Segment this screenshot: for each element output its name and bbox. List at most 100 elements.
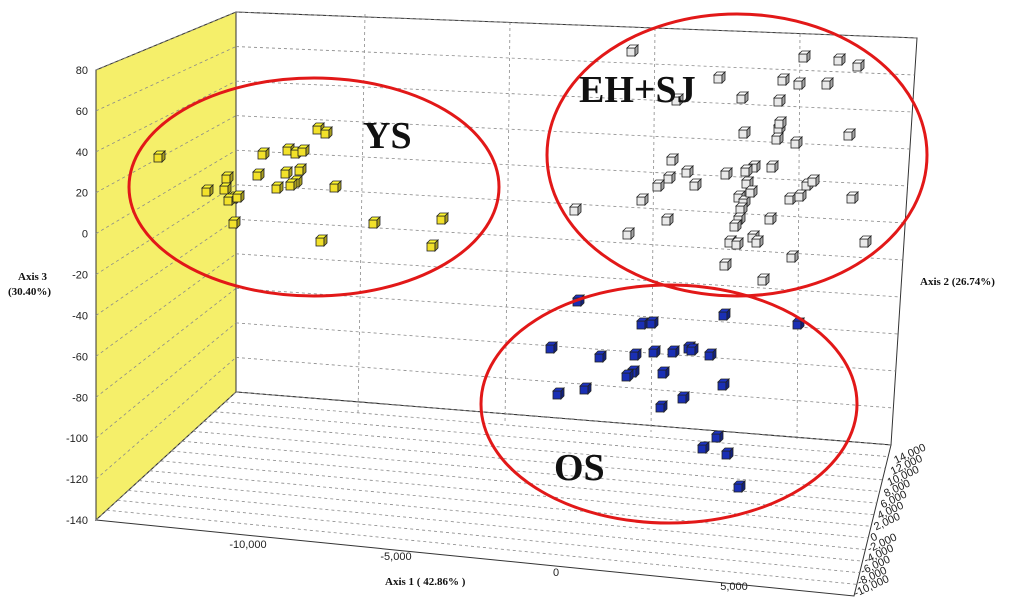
- x-axis-title: Axis 1 ( 42.86% ): [385, 576, 466, 588]
- ellipse-os: [479, 283, 859, 525]
- data-point-eh-sj: [729, 219, 742, 232]
- grid-line-floor: [225, 401, 889, 458]
- grid-line-left-wall: [95, 218, 237, 316]
- grid-line-floor: [139, 480, 866, 550]
- grid-line-left-wall: [95, 253, 237, 357]
- data-point-os: [711, 430, 724, 443]
- x-tick-label: 5,000: [720, 581, 748, 593]
- z-tick-label: -60: [72, 351, 88, 363]
- z-tick-label: 40: [76, 147, 88, 159]
- y-tick-label: 0: [869, 531, 880, 544]
- data-point-eh-sj: [569, 203, 582, 216]
- group-label-os: OS: [554, 447, 605, 489]
- x-tick-label: -5,000: [380, 551, 411, 563]
- data-point-os: [721, 447, 734, 460]
- z-tick-label: -140: [66, 515, 88, 527]
- data-point-ys: [436, 212, 449, 225]
- data-point-ys: [294, 163, 307, 176]
- grid-line-left-wall: [95, 80, 237, 153]
- z-tick-label: 0: [82, 229, 88, 241]
- data-point-eh-sj: [748, 160, 761, 173]
- z-tick-label: -40: [72, 310, 88, 322]
- data-point-os: [552, 387, 565, 400]
- data-point-eh-sj: [786, 250, 799, 263]
- data-point-eh-sj: [735, 202, 748, 215]
- data-point-eh-sj: [777, 73, 790, 86]
- data-point-eh-sj: [745, 185, 758, 198]
- data-point-eh-sj: [622, 227, 635, 240]
- grid-line-back-wall: [235, 184, 906, 224]
- data-point-ys: [219, 182, 232, 195]
- grid-line-left-wall: [95, 357, 237, 480]
- data-point-eh-sj: [757, 273, 770, 286]
- data-point-eh-sj: [793, 77, 806, 90]
- grid-line-left-wall: [95, 11, 237, 71]
- grid-line-floor: [117, 499, 860, 574]
- data-point-ys: [315, 234, 328, 247]
- data-point-eh-sj: [833, 53, 846, 66]
- data-point-ys: [252, 168, 265, 181]
- data-point-eh-sj: [852, 59, 865, 72]
- data-point-eh-sj: [666, 153, 679, 166]
- x-tick-label: -10,000: [229, 539, 266, 551]
- z-tick-label: -20: [72, 270, 88, 282]
- grid-line-back-wall: [235, 357, 894, 409]
- data-point-eh-sj: [766, 160, 779, 173]
- z-axis-title-line1: Axis 3: [18, 271, 48, 283]
- grid-line-back-wall: [235, 287, 899, 335]
- data-point-os: [646, 316, 659, 329]
- data-point-eh-sj: [719, 258, 732, 271]
- ellipse-ys: [127, 76, 501, 298]
- grid-line-back-wall: [235, 391, 892, 446]
- grid-line-left-wall: [95, 184, 237, 275]
- data-point-eh-sj: [738, 126, 751, 139]
- data-point-eh-sj: [661, 213, 674, 226]
- data-point-eh-sj: [736, 91, 749, 104]
- grid-line-left-wall: [95, 322, 237, 439]
- ellipse-eh-sj: [545, 12, 929, 298]
- data-point-ys: [426, 239, 439, 252]
- data-point-eh-sj: [794, 189, 807, 202]
- data-point-os: [621, 369, 634, 382]
- grid-line-floor: [149, 470, 869, 539]
- data-point-os: [718, 308, 731, 321]
- data-point-ys: [271, 181, 284, 194]
- z-tick-label: -120: [66, 474, 88, 486]
- data-point-os: [655, 400, 668, 413]
- data-point-ys: [368, 216, 381, 229]
- z-tick-label: 60: [76, 106, 88, 118]
- data-point-ys: [228, 216, 241, 229]
- data-point-eh-sj: [740, 164, 753, 177]
- grid-line-left-wall: [95, 46, 237, 112]
- data-point-eh-sj: [636, 193, 649, 206]
- grid-line-floor: [192, 430, 880, 492]
- data-point-eh-sj: [741, 176, 754, 189]
- data-point-os: [686, 343, 699, 356]
- grid-line-back-wall: [235, 115, 910, 150]
- data-point-os: [594, 350, 607, 363]
- data-point-eh-sj: [859, 235, 872, 248]
- data-point-eh-sj: [773, 94, 786, 107]
- data-point-eh-sj: [774, 116, 787, 129]
- data-point-os: [677, 391, 690, 404]
- data-point-eh-sj: [807, 174, 820, 187]
- data-point-ys: [221, 171, 234, 184]
- grid-line-floor: [128, 490, 863, 562]
- data-point-eh-sj: [720, 167, 733, 180]
- data-point-ys: [285, 178, 298, 191]
- data-point-os: [545, 341, 558, 354]
- data-point-eh-sj: [713, 71, 726, 84]
- x-tick-label: 0: [553, 567, 559, 579]
- data-point-ys: [280, 166, 293, 179]
- data-points: [153, 44, 872, 493]
- grid-line-left-wall: [95, 391, 237, 521]
- grid-line-vertical: [504, 21, 511, 425]
- data-point-ys: [153, 150, 166, 163]
- z-axis-title-line2: (30.40%): [8, 286, 51, 298]
- y-axis-title: Axis 2 (26.74%): [920, 276, 995, 288]
- data-point-os: [648, 345, 661, 358]
- z-tick-label: 80: [76, 65, 88, 77]
- data-point-ys: [320, 126, 333, 139]
- data-point-eh-sj: [784, 192, 797, 205]
- data-point-eh-sj: [671, 93, 684, 106]
